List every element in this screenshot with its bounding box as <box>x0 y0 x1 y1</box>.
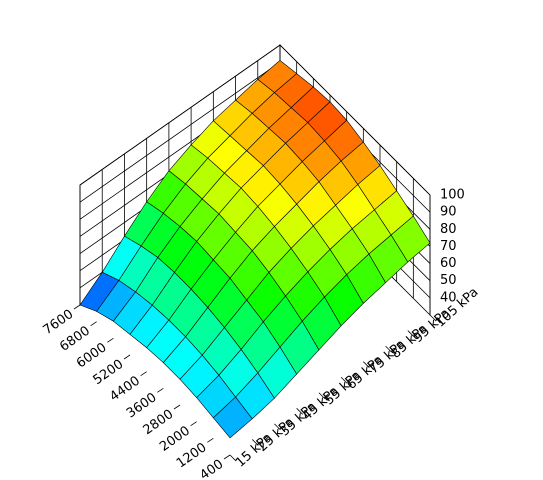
z-tick-label: 90 <box>440 205 457 220</box>
tick-mark <box>157 388 164 393</box>
tick-mark <box>223 454 231 460</box>
tick-mark <box>363 361 370 368</box>
tick-mark <box>229 454 237 462</box>
y-tick-label: 400 <box>197 457 226 480</box>
tick-mark <box>190 421 197 426</box>
tick-mark <box>90 321 97 326</box>
z-tick-label: 100 <box>440 188 465 203</box>
z-tick-label: 50 <box>440 273 457 288</box>
tick-mark <box>251 439 259 446</box>
tick-mark <box>340 376 348 384</box>
tick-mark <box>107 338 114 343</box>
tick-mark <box>140 371 147 376</box>
tick-mark <box>407 330 415 337</box>
tick-mark <box>274 423 281 431</box>
surface-cell <box>212 396 253 439</box>
tick-mark <box>73 304 81 310</box>
tick-mark <box>318 392 326 400</box>
z-tick-label: 70 <box>440 239 457 254</box>
tick-mark <box>296 408 303 415</box>
tick-mark <box>173 404 181 410</box>
tick-mark <box>385 345 392 353</box>
z-tick-label: 80 <box>440 222 457 237</box>
z-tick-label: 60 <box>440 256 457 271</box>
z-tick-label: 40 <box>440 290 457 305</box>
tick-mark <box>429 314 437 322</box>
tick-mark <box>207 438 214 443</box>
tick-mark <box>123 354 131 360</box>
